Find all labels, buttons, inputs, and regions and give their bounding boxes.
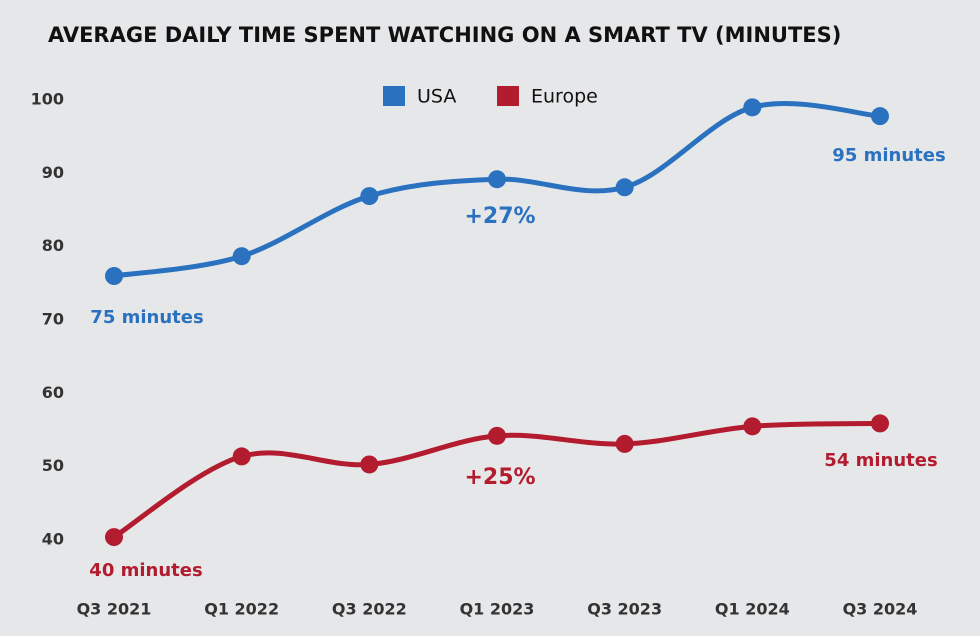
- annotation: 54 minutes: [824, 450, 937, 471]
- data-point: [743, 98, 762, 117]
- data-point: [105, 528, 123, 547]
- data-point: [488, 170, 506, 189]
- x-tick-label: Q1 2023: [460, 600, 535, 619]
- data-point: [360, 455, 379, 474]
- y-tick-label: 50: [42, 456, 64, 475]
- data-point: [360, 187, 379, 206]
- y-tick-label: 70: [42, 310, 64, 329]
- data-point: [105, 267, 123, 285]
- legend-swatch: [383, 86, 405, 106]
- x-tick-label: Q3 2022: [332, 600, 407, 619]
- data-point: [743, 417, 762, 436]
- y-tick-label: 100: [31, 90, 64, 109]
- chart-title: AVERAGE DAILY TIME SPENT WATCHING ON A S…: [48, 23, 841, 47]
- y-tick-label: 60: [42, 383, 64, 402]
- y-tick-label: 80: [42, 236, 64, 255]
- x-tick-label: Q1 2022: [204, 600, 279, 619]
- data-point: [488, 426, 506, 445]
- legend-label: USA: [417, 86, 456, 108]
- y-tick-label: 40: [42, 530, 64, 549]
- data-point: [232, 247, 251, 266]
- data-point: [871, 414, 889, 433]
- y-tick-label: 90: [42, 163, 64, 182]
- x-tick-label: Q3 2021: [77, 600, 152, 619]
- annotation: 95 minutes: [832, 145, 945, 166]
- data-point: [232, 447, 251, 466]
- legend-swatch: [497, 86, 519, 106]
- data-point: [615, 178, 634, 197]
- x-tick-label: Q3 2024: [843, 600, 918, 619]
- legend-label: Europe: [531, 86, 598, 108]
- annotation: 75 minutes: [90, 307, 203, 328]
- x-tick-label: Q1 2024: [715, 600, 790, 619]
- annotation: +25%: [464, 465, 535, 490]
- data-point: [615, 434, 634, 453]
- annotation: +27%: [464, 204, 535, 229]
- x-tick-label: Q3 2023: [587, 600, 662, 619]
- data-point: [871, 107, 889, 126]
- annotation: 40 minutes: [89, 560, 202, 581]
